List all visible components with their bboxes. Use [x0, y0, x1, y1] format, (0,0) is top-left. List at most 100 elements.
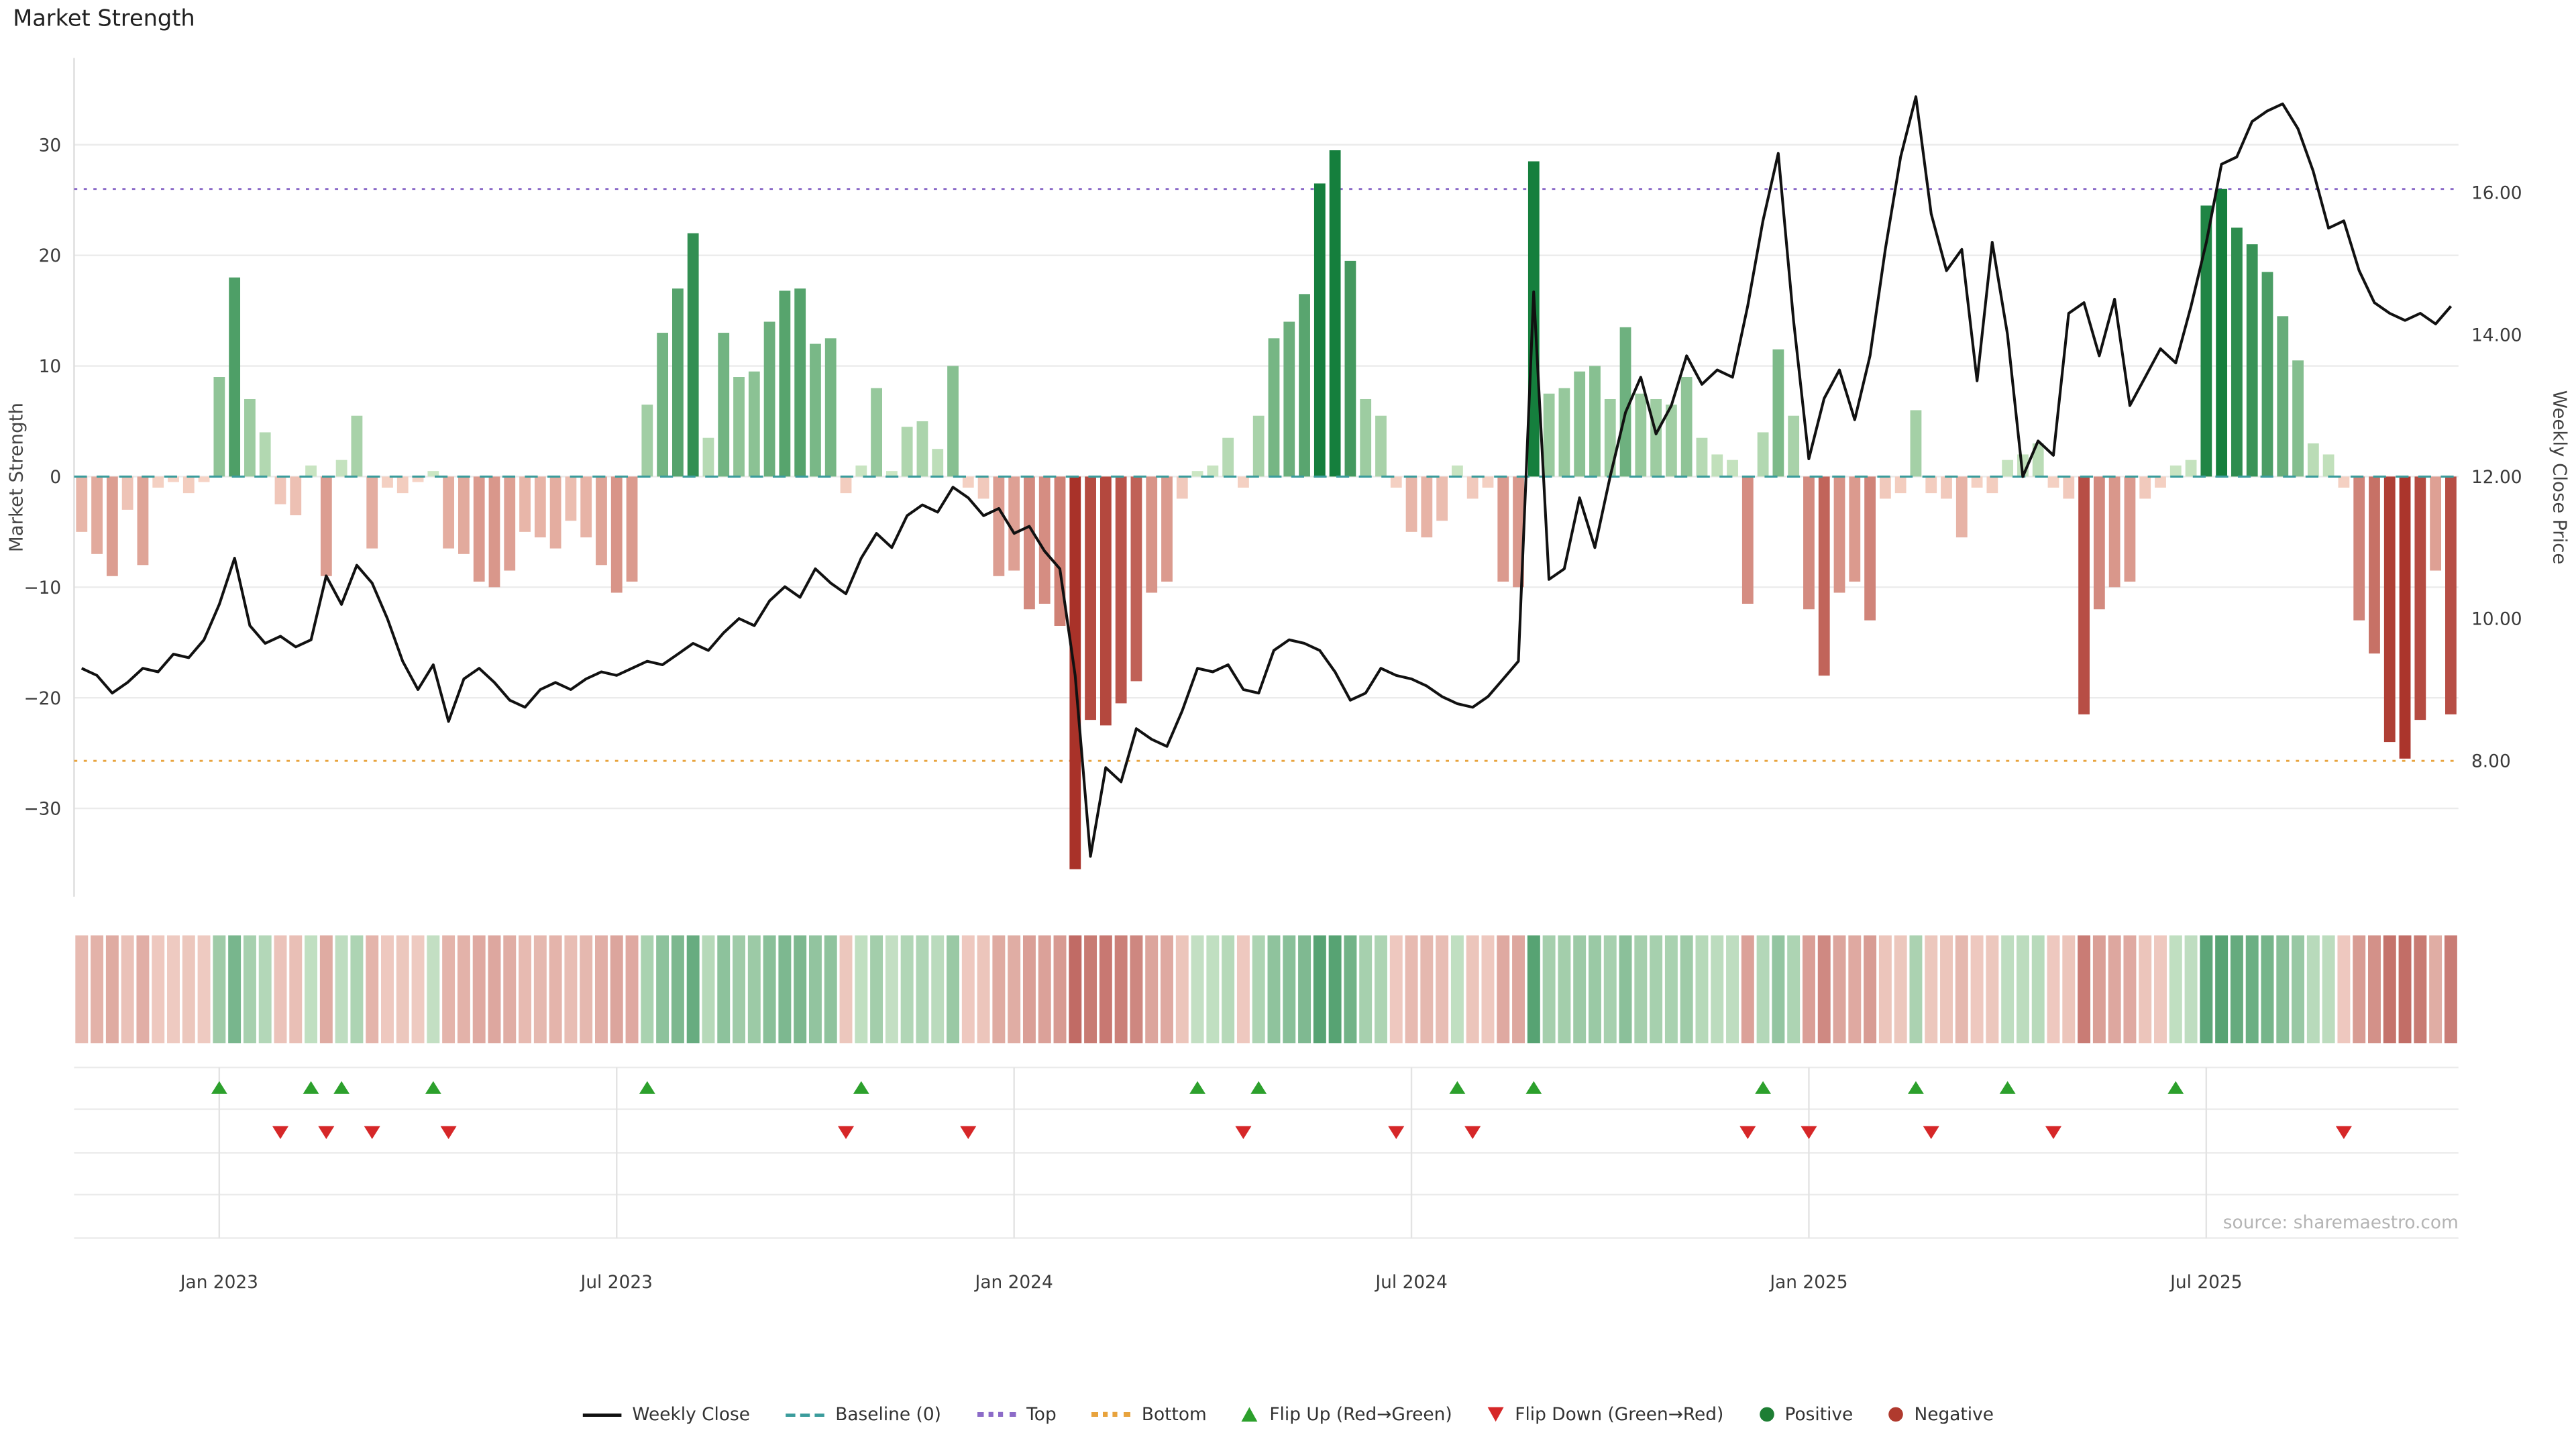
marker-panel-grid: [74, 1067, 2459, 1239]
strength-bar: [1574, 371, 1586, 477]
heatmap-cell: [2337, 935, 2351, 1044]
heatmap-cell: [1588, 935, 1601, 1044]
strength-bar: [1452, 465, 1463, 477]
flip-up-marker: [1449, 1081, 1466, 1094]
heatmap-cell: [1650, 935, 1663, 1044]
heatmap-cell: [564, 935, 578, 1044]
strength-bar: [1772, 349, 1784, 477]
strength-bar: [779, 290, 791, 477]
heatmap-cell: [1359, 935, 1373, 1044]
heatmap-cell: [2322, 935, 2335, 1044]
heatmap-cell: [228, 935, 241, 1044]
strength-bar: [1161, 476, 1173, 582]
heatmap-cell: [2261, 935, 2274, 1044]
heatmap-cell: [2154, 935, 2167, 1044]
strength-bar: [1191, 471, 1203, 477]
left-tick-label: 30: [39, 135, 62, 156]
strength-bar: [1727, 460, 1738, 477]
strength-bar: [1252, 415, 1265, 477]
strength-bar: [1635, 393, 1647, 477]
strength-bar: [1711, 454, 1723, 477]
strength-bar: [687, 233, 699, 477]
heatmap-cell: [1420, 935, 1434, 1044]
flip-down-markers: [272, 1126, 2352, 1140]
x-tick-label: Jan 2024: [974, 1272, 1053, 1293]
strength-bar: [977, 476, 989, 499]
strength-bar: [2139, 476, 2151, 499]
strength-bar: [840, 476, 852, 494]
strength-bar: [2369, 476, 2380, 654]
strength-bar: [2338, 476, 2350, 488]
x-tick-label: Jan 2023: [179, 1272, 258, 1293]
flip-up-swatch-icon: [1242, 1407, 1258, 1422]
heatmap-cell: [717, 935, 731, 1044]
flip-down-marker: [364, 1126, 380, 1140]
top-swatch-icon: [976, 1411, 1016, 1417]
strength-bar: [2277, 316, 2289, 477]
weekly-close-swatch-icon: [582, 1413, 621, 1416]
strength-bar: [2108, 476, 2121, 588]
heatmap-cell: [1894, 935, 1907, 1044]
heatmap-cell: [870, 935, 883, 1044]
chart-title: Market Strength: [13, 6, 195, 33]
heatmap-cell: [1175, 935, 1189, 1044]
strength-bar: [2169, 465, 2182, 477]
x-tick-label: Jul 2025: [2169, 1272, 2242, 1293]
heatmap-cell: [136, 935, 150, 1044]
heatmap-cell: [1741, 935, 1754, 1044]
strength-bar: [1803, 476, 1815, 610]
strength-bar: [1482, 476, 1494, 488]
heatmap-cell: [1344, 935, 1357, 1044]
strength-bar: [885, 471, 898, 477]
heatmap-cell: [1298, 935, 1311, 1044]
heatmap-cell: [197, 935, 211, 1044]
heatmap-cell: [855, 935, 868, 1044]
flip-up-marker: [1250, 1081, 1267, 1094]
strength-bar: [1971, 476, 1983, 488]
strength-bar: [152, 476, 164, 488]
flip-up-marker: [853, 1081, 869, 1094]
heatmap-cell: [2444, 935, 2457, 1044]
strength-bar: [274, 476, 286, 504]
strength-bar: [1589, 366, 1601, 477]
strength-bar: [733, 377, 745, 477]
left-tick-label: −10: [23, 578, 61, 598]
strength-bar: [335, 460, 347, 477]
heatmap-cell: [1084, 935, 1097, 1044]
strength-bar: [1497, 476, 1509, 582]
heatmap-cell: [1573, 935, 1587, 1044]
heatmap-cell: [2398, 935, 2412, 1044]
heatmap-cell: [442, 935, 455, 1044]
heatmap-cell: [366, 935, 379, 1044]
heatmap-cell: [900, 935, 914, 1044]
strength-bar: [106, 476, 118, 576]
strength-bar: [2399, 476, 2411, 759]
heatmap-cell: [258, 935, 272, 1044]
strength-bar: [2124, 476, 2136, 582]
heatmap-cell: [472, 935, 486, 1044]
heatmap-cell: [167, 935, 180, 1044]
flip-down-marker: [2045, 1126, 2062, 1140]
strength-bar: [488, 476, 500, 588]
flip-down-marker: [1388, 1126, 1405, 1140]
heatmap-cell: [519, 935, 532, 1044]
strength-bar: [1788, 415, 1800, 477]
strength-bar: [947, 366, 959, 477]
heatmap-cell: [411, 935, 425, 1044]
flip-up-marker: [1525, 1081, 1542, 1094]
strength-bar: [916, 421, 928, 477]
heatmap-cell: [610, 935, 623, 1044]
x-tick-label: Jul 2024: [1374, 1272, 1447, 1293]
strength-bar: [91, 476, 103, 554]
heatmap-cell: [335, 935, 348, 1044]
heatmap-cell: [1619, 935, 1632, 1044]
strength-bar: [1360, 398, 1372, 477]
heatmap-cell: [2123, 935, 2137, 1044]
heatmap-cell: [2368, 935, 2381, 1044]
strength-bar: [1008, 476, 1020, 571]
chart-legend: Weekly Close Baseline (0) Top Bottom Flip Up…: [0, 1404, 2576, 1425]
strength-bar: [198, 476, 210, 482]
strength-bar: [1910, 410, 1922, 477]
strength-bar: [932, 449, 944, 477]
heatmap-cell: [2092, 935, 2106, 1044]
